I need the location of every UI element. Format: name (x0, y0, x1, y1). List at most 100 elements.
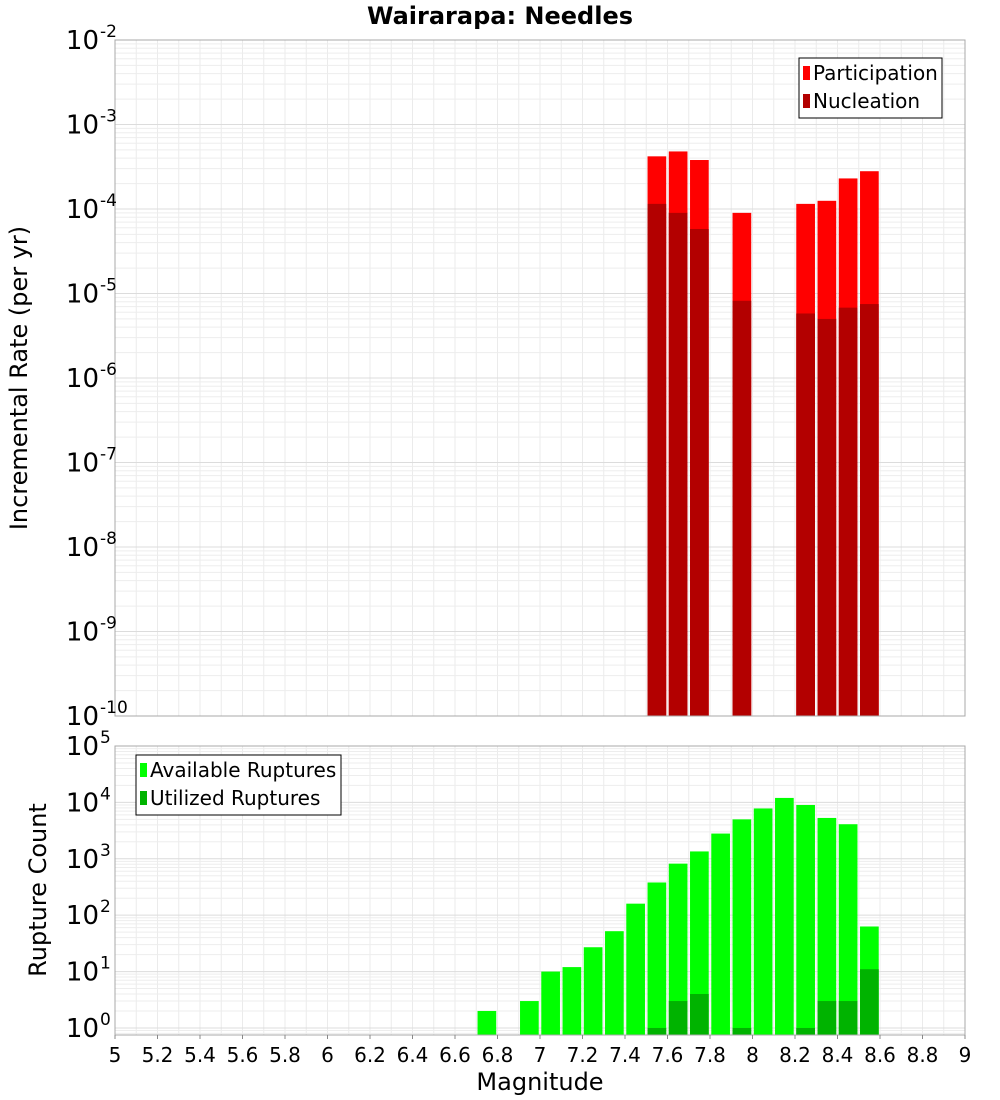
bar-available-ruptures (838, 824, 858, 1035)
bar-nucleation (732, 300, 752, 716)
y-tick-label: 10 (66, 788, 99, 818)
bar-nucleation (796, 313, 815, 716)
y-tick-exponent: -9 (100, 614, 117, 634)
bar-utilized-ruptures (732, 1027, 752, 1035)
bar-available-ruptures (647, 882, 667, 1035)
bar-nucleation (860, 304, 879, 716)
legend-label-participation: Participation (813, 61, 938, 85)
y-tick-label: 10 (66, 958, 99, 988)
x-tick-label: 5.4 (184, 1043, 216, 1067)
y-tick-label: 10 (66, 845, 99, 875)
x-tick-label: 7.2 (567, 1043, 599, 1067)
top-grid (114, 39, 966, 717)
top-legend: Participation Nucleation (798, 57, 943, 119)
bar-available-ruptures (626, 903, 645, 1035)
bar-utilized-ruptures (796, 1027, 815, 1035)
bar-nucleation (690, 228, 709, 716)
legend-label-available-ruptures: Available Ruptures (150, 758, 336, 782)
y-tick-label: 10 (66, 533, 99, 563)
y-tick-exponent: 3 (100, 841, 111, 861)
bar-available-ruptures (583, 947, 603, 1035)
y-tick-label: 10 (66, 26, 99, 56)
bar-available-ruptures (690, 851, 709, 1035)
bar-available-ruptures (796, 804, 815, 1035)
y-tick-label: 10 (66, 364, 99, 394)
legend-swatch-participation (803, 66, 810, 80)
y-tick-label: 10 (66, 618, 99, 648)
y-tick-exponent: -3 (100, 107, 117, 127)
bottom-panel: 10 010 110 210 310 410 55 5.2 5.4 5.6 5.8 6 6.2 6.4 6.… (66, 728, 971, 1067)
bar-utilized-ruptures (860, 969, 879, 1035)
x-tick-label: 8.6 (864, 1043, 896, 1067)
legend-box (798, 57, 943, 119)
y-tick-exponent: -5 (100, 276, 117, 296)
chart-title: Wairarapa: Needles (367, 2, 633, 30)
top-y-axis-label: Incremental Rate (per yr) (5, 226, 33, 530)
x-ticks: 5 5.2 5.4 5.6 5.8 6 6.2 6.4 6.6 6.8 7 7.2 7.4 7.6 7.8 8… (109, 1035, 972, 1067)
y-tick-exponent: 0 (100, 1010, 111, 1030)
x-tick-label: 7 (534, 1043, 547, 1067)
bar-utilized-ruptures (647, 1027, 667, 1035)
x-tick-label: 8 (746, 1043, 759, 1067)
legend-box (135, 754, 342, 816)
bar-available-ruptures (732, 819, 752, 1035)
x-tick-label: 5.8 (269, 1043, 301, 1067)
x-tick-label: 8.4 (822, 1043, 854, 1067)
bar-utilized-ruptures (817, 1001, 837, 1035)
x-tick-label: 8.8 (907, 1043, 939, 1067)
bar-nucleation (838, 307, 858, 716)
y-tick-exponent: -8 (100, 529, 117, 549)
y-tick-label: 10 (66, 1014, 99, 1044)
x-tick-label: 6.8 (482, 1043, 514, 1067)
bar-available-ruptures (520, 1001, 539, 1035)
bar-utilized-ruptures (690, 994, 709, 1035)
x-axis-label: Magnitude (476, 1068, 603, 1096)
bar-available-ruptures (605, 931, 624, 1035)
bottom-legend: Available Ruptures Utilized Ruptures (135, 754, 342, 816)
y-tick-label: 10 (66, 449, 99, 479)
y-tick-exponent: 4 (100, 784, 111, 804)
y-tick-exponent: -6 (100, 360, 117, 380)
y-tick-exponent: -7 (100, 445, 117, 465)
legend-swatch-nucleation (803, 94, 810, 108)
bar-available-ruptures (775, 797, 794, 1035)
x-tick-label: 9 (959, 1043, 972, 1067)
bar-available-ruptures (477, 1010, 497, 1035)
bar-utilized-ruptures (668, 1001, 688, 1035)
y-tick-exponent: -4 (100, 191, 117, 211)
bar-nucleation (647, 203, 667, 716)
x-tick-label: 7.6 (652, 1043, 684, 1067)
x-tick-label: 5 (109, 1043, 122, 1067)
bar-available-ruptures (668, 863, 688, 1035)
top-bars (647, 151, 879, 717)
y-tick-exponent: 2 (100, 897, 111, 917)
x-tick-label: 6.4 (397, 1043, 429, 1067)
x-tick-label: 6.6 (439, 1043, 471, 1067)
bar-available-ruptures (711, 833, 730, 1035)
bar-available-ruptures (541, 971, 560, 1035)
y-tick-label: 10 (66, 111, 99, 141)
x-tick-label: 6 (321, 1043, 334, 1067)
x-tick-label: 7.4 (609, 1043, 641, 1067)
bar-available-ruptures (817, 817, 837, 1035)
y-tick-label: 10 (66, 901, 99, 931)
x-tick-label: 6.2 (354, 1043, 386, 1067)
bar-nucleation (668, 212, 688, 716)
bar-available-ruptures (753, 808, 773, 1035)
legend-label-nucleation: Nucleation (813, 89, 920, 113)
bar-available-ruptures (562, 967, 582, 1035)
bar-nucleation (817, 318, 837, 716)
y-tick-exponent: 5 (100, 728, 111, 748)
y-tick-label: 10 (66, 702, 99, 732)
x-tick-label: 5.2 (142, 1043, 174, 1067)
y-tick-label: 10 (66, 280, 99, 310)
legend-swatch-utilized-ruptures (140, 791, 147, 805)
x-tick-label: 7.8 (694, 1043, 726, 1067)
y-tick-label: 10 (66, 195, 99, 225)
y-tick-exponent: 1 (100, 954, 111, 974)
x-tick-label: 5.6 (227, 1043, 259, 1067)
